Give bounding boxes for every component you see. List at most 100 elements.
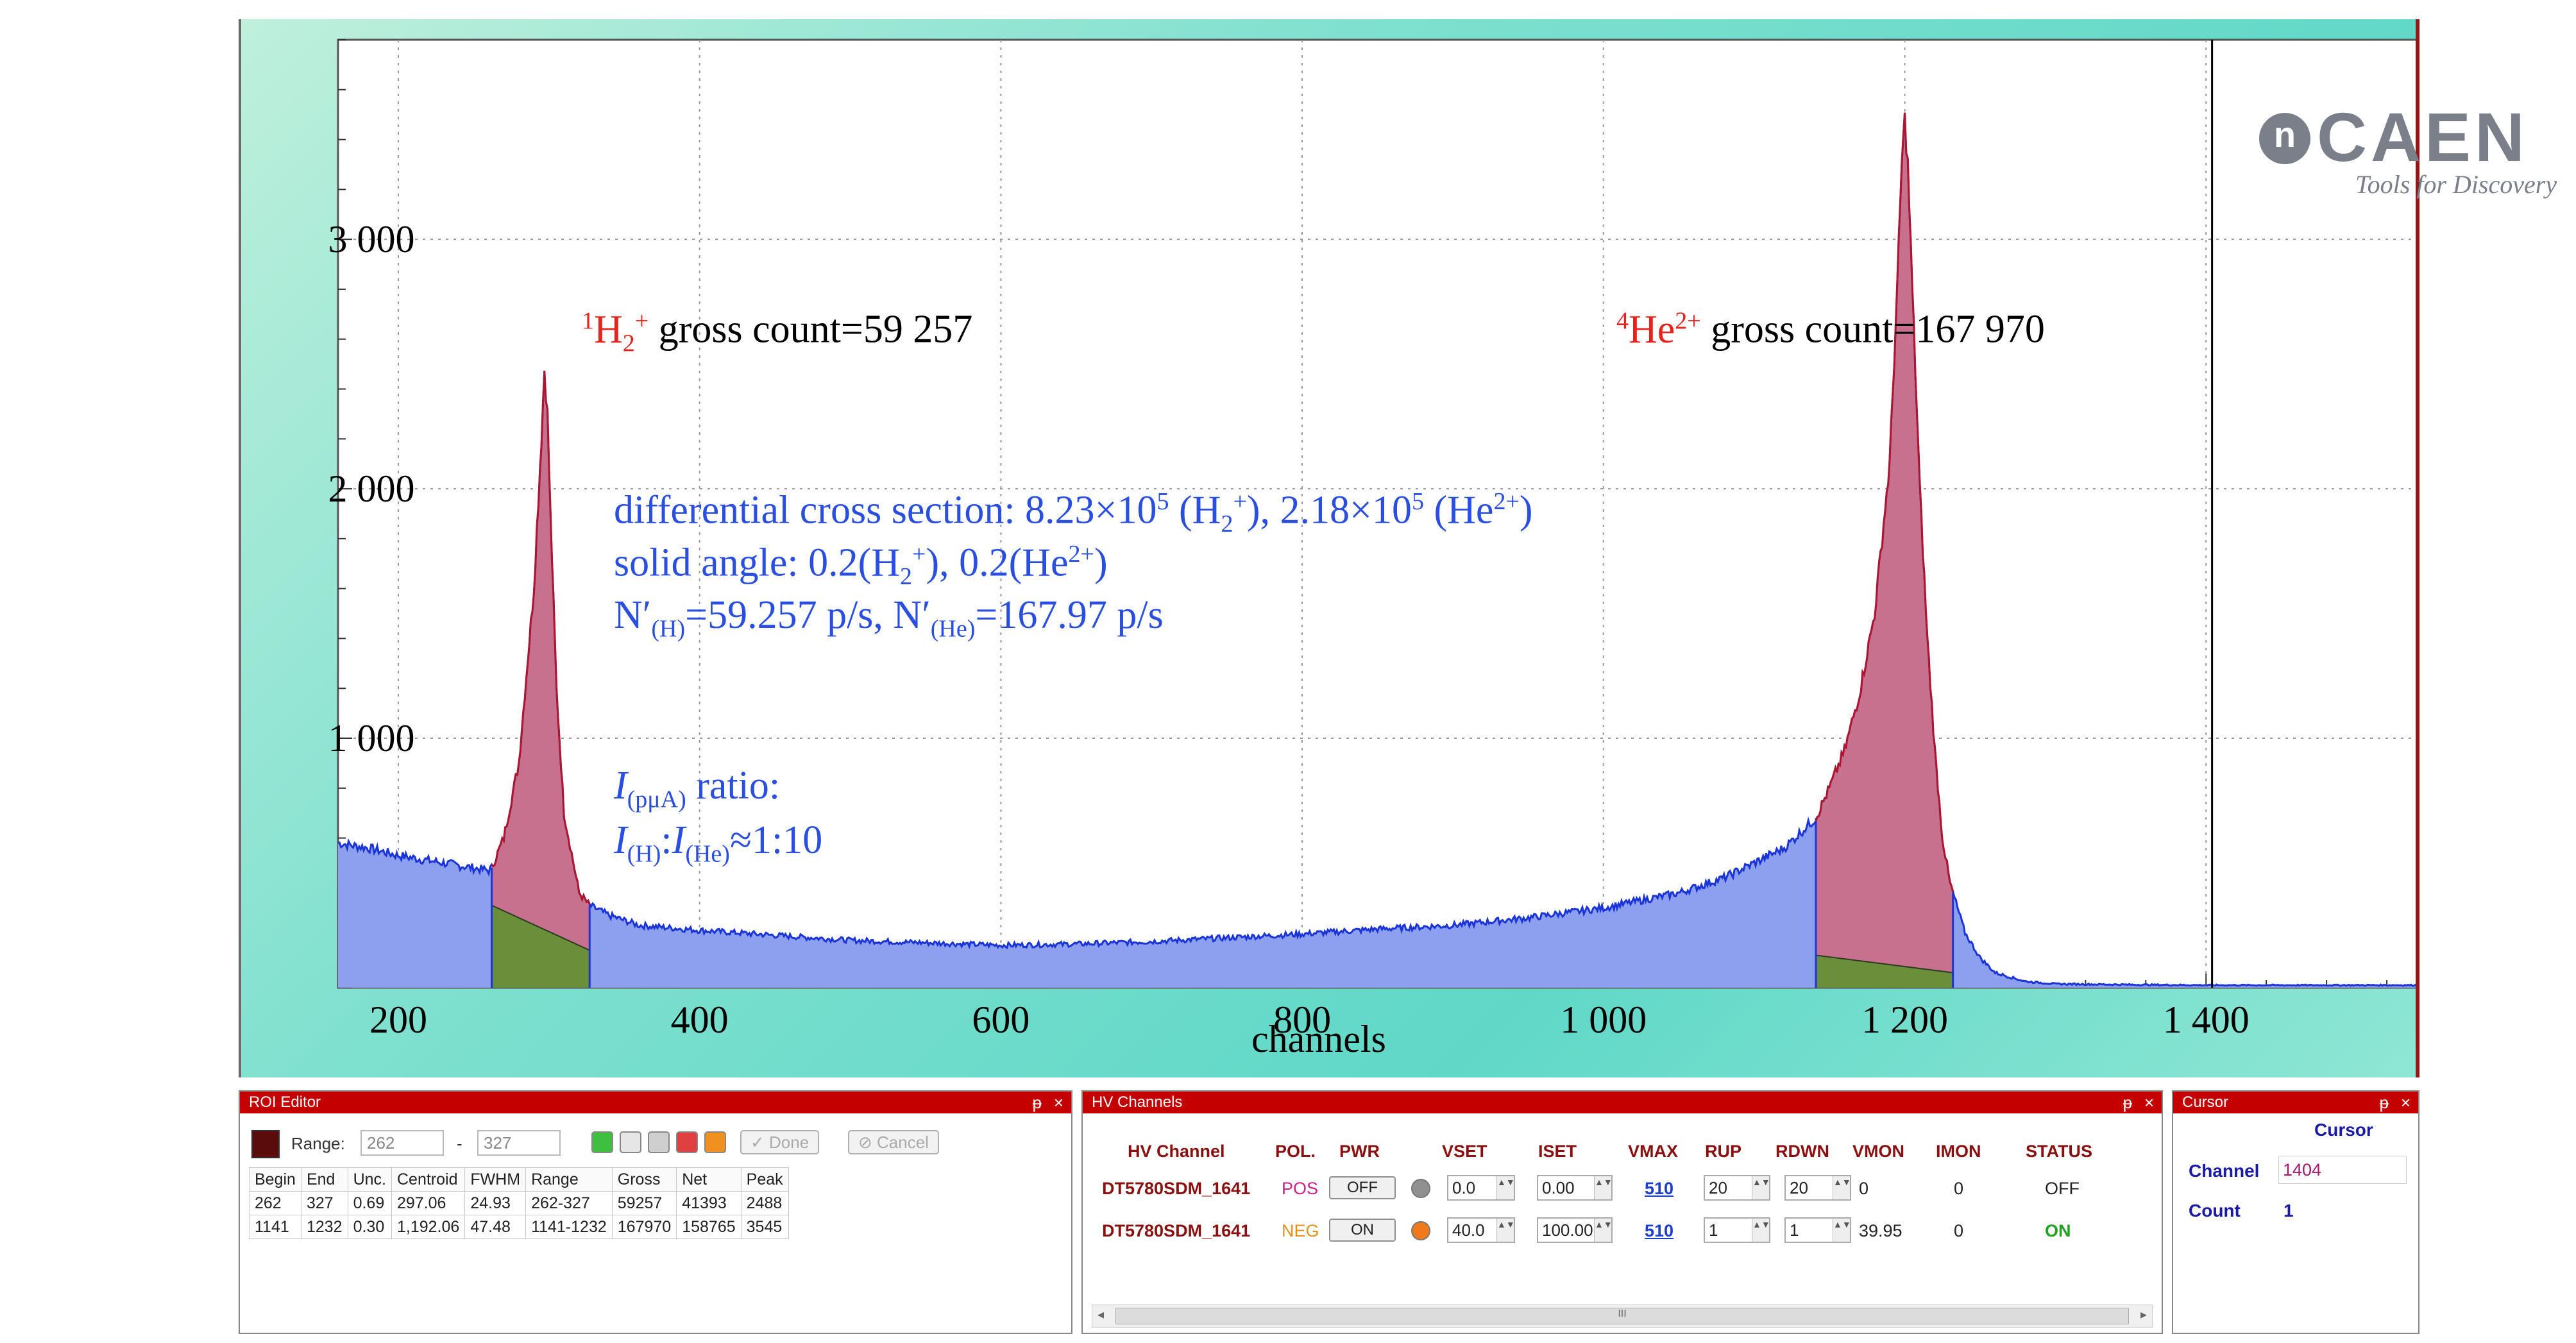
- column-header[interactable]: Unc.: [347, 1167, 392, 1192]
- ratio-i: I: [614, 764, 627, 807]
- hv-channel-name: DT5780SDM_1641: [1102, 1221, 1251, 1240]
- hv-scrollbar[interactable]: ◂ III ▸: [1092, 1305, 2153, 1328]
- hv-column-header: VMAX: [1628, 1142, 1679, 1161]
- range-label: Range:: [291, 1134, 345, 1153]
- cs-mid2: ), 2.18×10: [1246, 488, 1412, 532]
- delete-roi-icon[interactable]: [676, 1131, 698, 1153]
- roi-cell: 262: [249, 1191, 301, 1215]
- h2-charge: +: [634, 307, 649, 334]
- status-value: ON: [2045, 1221, 2071, 1240]
- he-gross-count: gross count=167 970: [1711, 307, 2045, 351]
- imon-value: 0: [1954, 1221, 1964, 1240]
- cursor-heading: Cursor: [2314, 1120, 2373, 1140]
- h2-annotation: 1H2+ gross count=59 257: [582, 307, 972, 357]
- clear-roi-icon[interactable]: [648, 1131, 670, 1153]
- polarity-value: POS: [1282, 1179, 1319, 1198]
- roi-baseline-area: [491, 905, 590, 988]
- hv-column-header: VMON: [1852, 1142, 1904, 1161]
- iset-input[interactable]: 0.00 ▲▼: [1537, 1175, 1613, 1201]
- close-icon[interactable]: ×: [1053, 1093, 1063, 1112]
- close-icon[interactable]: ×: [2144, 1093, 2154, 1112]
- column-header[interactable]: Net: [676, 1167, 741, 1192]
- y-tick-label: 1 000: [328, 717, 415, 759]
- rdwn-input[interactable]: 20 ▲▼: [1784, 1175, 1851, 1201]
- cs-exp2: 5: [1412, 488, 1424, 515]
- scroll-right-icon[interactable]: ▸: [2140, 1308, 2147, 1322]
- roi-baseline-area: [1815, 955, 1953, 988]
- rate-mid: =59.257 p/s, N′: [685, 593, 931, 637]
- roi-net-area: [1815, 112, 1953, 973]
- pin-icon[interactable]: ᵽ: [2379, 1093, 2389, 1112]
- he-mass: 4: [1616, 307, 1629, 334]
- column-header[interactable]: FWHM: [464, 1167, 527, 1192]
- x-tick-label: 1 200: [1861, 999, 1948, 1041]
- x-axis-title: channels: [1251, 1018, 1386, 1060]
- cs-sub1: 2: [1221, 511, 1233, 538]
- rate-sub1: (H): [651, 615, 686, 643]
- cursor-channel-value[interactable]: 1404: [2278, 1156, 2407, 1184]
- vmax-link[interactable]: 510: [1645, 1179, 1674, 1198]
- scroll-left-icon[interactable]: ◂: [1097, 1308, 1105, 1322]
- import-roi-icon[interactable]: [704, 1131, 726, 1153]
- power-toggle-button[interactable]: ON: [1329, 1219, 1396, 1242]
- done-button[interactable]: ✓ Done: [740, 1130, 820, 1154]
- pin-icon[interactable]: ᵽ: [1032, 1093, 1042, 1112]
- roi-table[interactable]: Begin End Unc. Centroid FWHM Range Gross Net Pea…: [249, 1167, 789, 1239]
- vmax-link[interactable]: 510: [1645, 1221, 1674, 1240]
- close-icon[interactable]: ×: [2400, 1093, 2411, 1112]
- edit-roi-icon[interactable]: [620, 1131, 641, 1153]
- logo-word: CAEN: [2317, 98, 2529, 176]
- spinner-arrows-icon[interactable]: ▲▼: [1496, 1219, 1515, 1242]
- rdwn-input[interactable]: 1 ▲▼: [1784, 1217, 1851, 1243]
- spinner-arrows-icon[interactable]: ▲▼: [1594, 1176, 1613, 1199]
- roi-editor-title-bar: ROI Editor ᵽ ×: [240, 1092, 1071, 1113]
- spectrum-line: [337, 112, 2416, 987]
- column-header[interactable]: Range: [525, 1167, 613, 1192]
- vset-input[interactable]: 0.0 ▲▼: [1447, 1175, 1515, 1201]
- iset-input-value: 100.00: [1542, 1221, 1593, 1240]
- plot-area[interactable]: [337, 38, 2416, 989]
- roi-row[interactable]: 262 327 0.69 297.06 24.93 262-327 59257 41393 24…: [249, 1191, 789, 1215]
- spinner-arrows-icon[interactable]: ▲▼: [1752, 1176, 1770, 1199]
- pin-icon[interactable]: ᵽ: [2123, 1093, 2132, 1112]
- rup-input[interactable]: 1 ▲▼: [1704, 1217, 1770, 1243]
- column-header[interactable]: Peak: [740, 1167, 789, 1192]
- vmon-value: 39.95: [1859, 1221, 1902, 1240]
- roi-baseline-line: [1815, 954, 1953, 974]
- rup-input[interactable]: 20 ▲▼: [1704, 1175, 1770, 1201]
- cancel-label: Cancel: [877, 1133, 929, 1152]
- column-header[interactable]: End: [300, 1167, 348, 1192]
- spinner-arrows-icon[interactable]: ▲▼: [1833, 1219, 1851, 1242]
- hv-column-header: IMON: [1936, 1142, 1981, 1161]
- roi-row[interactable]: 1141 1232 0.30 1,192.06 47.48 1141-1232 167970…: [249, 1215, 789, 1239]
- cancel-button[interactable]: ⊘ Cancel: [848, 1130, 939, 1154]
- iset-input[interactable]: 100.00 ▲▼: [1537, 1217, 1613, 1243]
- roi-cell: 59257: [611, 1191, 677, 1215]
- column-header[interactable]: Centroid: [391, 1167, 466, 1192]
- rup-input-value: 20: [1709, 1178, 1727, 1197]
- spinner-arrows-icon[interactable]: ▲▼: [1833, 1176, 1851, 1199]
- scroll-thumb[interactable]: III: [1115, 1308, 2129, 1324]
- spinner-arrows-icon[interactable]: ▲▼: [1752, 1219, 1770, 1242]
- vset-input[interactable]: 40.0 ▲▼: [1447, 1217, 1515, 1243]
- spinner-arrows-icon[interactable]: ▲▼: [1594, 1219, 1613, 1242]
- column-header[interactable]: Begin: [249, 1167, 301, 1192]
- spectrum-plot[interactable]: 200 400 600 800 1 000 1 200 1 400 1 000 2 000 3 0…: [239, 19, 2416, 1077]
- spinner-arrows-icon[interactable]: ▲▼: [1496, 1176, 1515, 1199]
- hv-column-header: PWR: [1339, 1142, 1380, 1161]
- roi-cell: 47.48: [464, 1215, 527, 1239]
- power-toggle-button[interactable]: OFF: [1329, 1176, 1396, 1199]
- column-header[interactable]: Gross: [611, 1167, 677, 1192]
- roi-color-swatch[interactable]: [251, 1130, 280, 1158]
- roi-cell: 297.06: [391, 1191, 466, 1215]
- hv-channel-name: DT5780SDM_1641: [1102, 1179, 1251, 1198]
- polarity-value: NEG: [1282, 1221, 1319, 1240]
- spectrum-window: 200 400 600 800 1 000 1 200 1 400 1 000 2 000 3 0…: [239, 19, 2557, 1077]
- solid-angle-text: solid angle: 0.2(H2+), 0.2(He2+): [614, 540, 1108, 591]
- range-to-input[interactable]: 327: [477, 1130, 561, 1156]
- x-tick-label: 800: [1273, 999, 1331, 1041]
- roi-table-header: Begin End Unc. Centroid FWHM Range Gross Net Pea…: [249, 1167, 789, 1192]
- range-from-input[interactable]: 262: [360, 1130, 444, 1156]
- add-roi-icon[interactable]: [591, 1131, 613, 1153]
- sa-sup2: 2+: [1068, 541, 1094, 568]
